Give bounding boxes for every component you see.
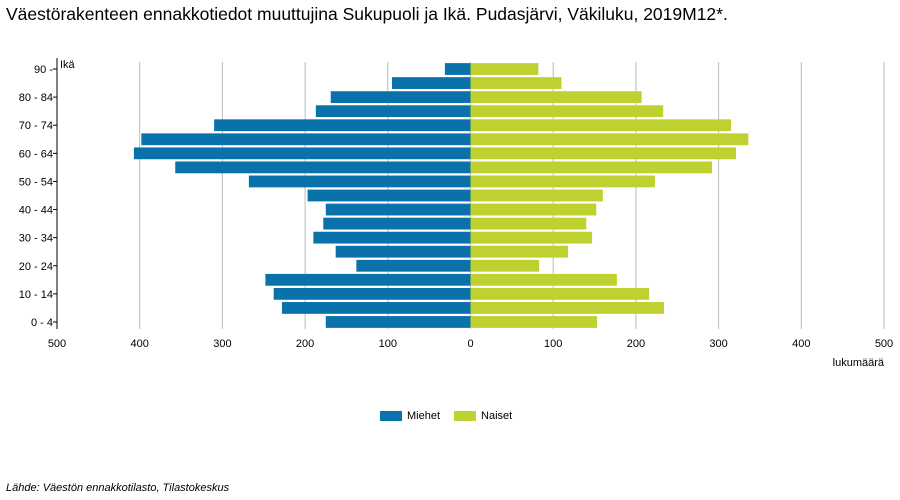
y-tick-label: 50 - 54 xyxy=(19,176,53,188)
y-tick-label: 0 - 4 xyxy=(31,317,53,329)
y-tick-label: 10 - 14 xyxy=(19,289,53,301)
bar-male xyxy=(141,133,471,146)
bar-female xyxy=(470,105,664,118)
x-tick-label: 400 xyxy=(792,338,810,350)
y-tick-label: 60 - 64 xyxy=(19,148,53,160)
legend-label-female: Naiset xyxy=(481,410,513,422)
chart-title: Väestörakenteen ennakkotiedot muuttujina… xyxy=(6,4,728,24)
x-tick-label: 100 xyxy=(379,338,397,350)
bar-male xyxy=(335,245,471,258)
source-note: Lähde: Väestön ennakkotilasto, Tilastoke… xyxy=(6,482,230,494)
bar-female xyxy=(470,119,732,132)
y-axis-label: Ikä xyxy=(60,59,76,71)
bar-female xyxy=(470,245,569,258)
bar-female xyxy=(470,231,593,244)
bar-male xyxy=(133,147,471,160)
bar-male xyxy=(325,316,471,328)
legend-label-male: Miehet xyxy=(407,410,441,422)
bar-male xyxy=(391,77,471,89)
y-tick-label: 30 - 34 xyxy=(19,233,53,245)
bar-female xyxy=(470,133,749,146)
bar-female xyxy=(470,175,655,188)
legend: Miehet Naiset xyxy=(380,410,526,422)
y-tick-label: 80 - 84 xyxy=(19,92,53,104)
bar-male xyxy=(325,203,471,216)
y-tick-label: 40 - 44 xyxy=(19,205,53,217)
bar-male xyxy=(265,273,471,286)
bar-male xyxy=(356,259,471,272)
bar-female xyxy=(470,63,539,75)
bar-female xyxy=(470,287,650,300)
bar-male xyxy=(313,231,471,244)
x-tick-label: 500 xyxy=(48,338,66,350)
legend-item-female: Naiset xyxy=(454,410,512,422)
x-tick-label: 100 xyxy=(544,338,562,350)
bar-male xyxy=(273,287,471,300)
y-tick-label: 20 - 24 xyxy=(19,261,53,273)
x-tick-label: 200 xyxy=(296,338,314,350)
bar-male xyxy=(248,175,471,188)
bar-male xyxy=(281,302,471,314)
x-tick-label: 300 xyxy=(709,338,727,350)
bar-female xyxy=(470,316,598,328)
bar-female xyxy=(470,302,665,314)
bar-male xyxy=(315,105,471,118)
x-tick-label: 500 xyxy=(875,338,893,350)
bar-male xyxy=(330,91,471,104)
bar-female xyxy=(470,147,736,160)
bar-male xyxy=(214,119,471,132)
x-tick-label: 300 xyxy=(213,338,231,350)
bar-male xyxy=(307,189,471,202)
bar-male xyxy=(444,63,471,75)
bar-female xyxy=(470,217,587,230)
y-tick-label: 90 - xyxy=(34,64,53,76)
x-tick-label: 200 xyxy=(627,338,645,350)
bar-female xyxy=(470,259,540,272)
x-tick-label: 0 xyxy=(467,338,473,350)
legend-swatch-male xyxy=(380,411,402,421)
bar-male xyxy=(323,217,471,230)
bar-female xyxy=(470,273,617,286)
bar-female xyxy=(470,77,562,89)
x-axis-label: lukumäärä xyxy=(833,357,885,369)
legend-swatch-female xyxy=(454,411,477,421)
bar-female xyxy=(470,91,642,104)
bar-female xyxy=(470,189,603,202)
legend-item-male: Miehet xyxy=(380,410,440,422)
x-tick-label: 400 xyxy=(131,338,149,350)
bar-female xyxy=(470,161,712,174)
bar-female xyxy=(470,203,597,216)
bar-male xyxy=(175,161,471,174)
y-tick-label: 70 - 74 xyxy=(19,120,53,132)
